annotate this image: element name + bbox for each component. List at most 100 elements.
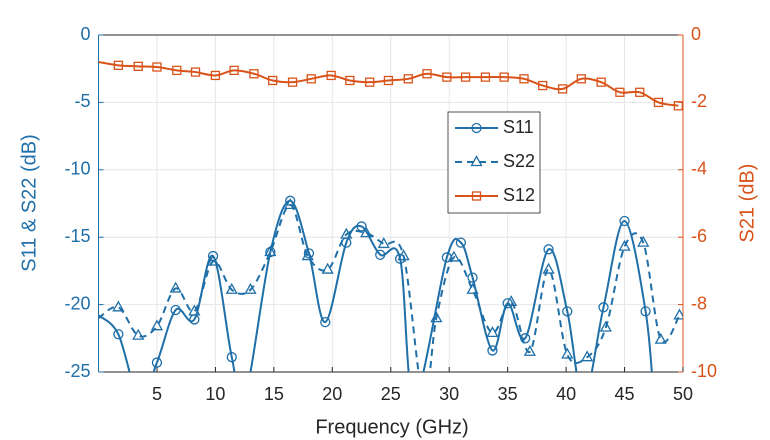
marker (132, 328, 145, 340)
plot-area (98, 60, 683, 403)
marker (466, 282, 479, 294)
marker (170, 304, 181, 316)
y-tick-label: -5 (74, 91, 90, 111)
marker (188, 304, 201, 316)
marker (229, 65, 239, 76)
x-tick-label: 35 (498, 384, 518, 404)
y2-tick-label: -8 (691, 293, 707, 313)
marker (206, 254, 220, 266)
marker (557, 84, 568, 94)
marker (287, 77, 298, 87)
marker (418, 393, 428, 402)
marker (519, 74, 529, 84)
marker (150, 319, 164, 331)
marker (151, 357, 163, 368)
marker (365, 77, 375, 87)
marker (244, 282, 257, 294)
marker (225, 282, 238, 294)
marker (502, 298, 513, 309)
marker (615, 87, 625, 97)
x-tick-label: 5 (152, 384, 162, 404)
x-tick-label: 45 (615, 384, 635, 404)
marker (190, 67, 201, 77)
legend: S11 S22 S12 (447, 111, 541, 214)
marker (487, 345, 498, 356)
marker (598, 302, 609, 313)
marker (249, 69, 259, 79)
marker (581, 350, 594, 362)
x-tick-label: 40 (556, 384, 576, 404)
marker (169, 281, 182, 293)
marker (618, 239, 631, 251)
marker (520, 333, 531, 344)
x-tick-label: 10 (205, 384, 225, 404)
marker (499, 72, 509, 82)
marker (562, 306, 573, 317)
marker (455, 237, 467, 248)
x-tick-label: 30 (439, 384, 459, 404)
x-tick-label: 50 (673, 384, 693, 404)
marker (649, 394, 658, 403)
marker (135, 394, 144, 403)
marker (471, 191, 482, 201)
marker (467, 272, 478, 283)
y-tick-label: 0 (80, 24, 90, 44)
marker (673, 308, 683, 320)
legend-label: S22 (503, 151, 535, 171)
y-tick-label: -20 (64, 293, 90, 313)
marker (133, 61, 143, 71)
marker (285, 195, 296, 206)
y2-tick-label: 0 (691, 24, 701, 44)
marker (470, 155, 483, 167)
marker (543, 244, 554, 255)
marker (673, 101, 683, 111)
marker (637, 235, 650, 247)
marker (172, 65, 182, 76)
marker (320, 316, 331, 328)
marker (403, 74, 413, 84)
marker (640, 306, 651, 317)
legend-label: S11 (503, 117, 534, 137)
marker (654, 332, 667, 344)
y2-axis-label: S21 (dB) (736, 164, 758, 243)
marker (430, 311, 443, 323)
y-axis-label: S11 & S22 (dB) (18, 134, 40, 271)
marker (284, 198, 297, 209)
marker (397, 249, 410, 261)
marker (538, 80, 548, 91)
marker (480, 72, 491, 82)
y-tick-label: -25 (64, 361, 90, 381)
y2-tick-label: -4 (691, 159, 707, 179)
marker (653, 97, 664, 108)
x-tick-label: 25 (381, 384, 401, 404)
marker (112, 300, 125, 312)
series-line (98, 203, 681, 372)
marker (447, 250, 460, 262)
marker (542, 262, 555, 274)
marker (576, 74, 586, 84)
marker (619, 215, 630, 227)
y2-tick-label: -6 (691, 226, 707, 246)
marker (340, 227, 353, 239)
marker (410, 394, 419, 403)
marker (383, 75, 394, 86)
marker (375, 249, 386, 260)
marker (596, 77, 606, 87)
series-line (98, 60, 679, 107)
marker (303, 248, 315, 259)
marker (486, 326, 499, 338)
series-line (98, 199, 653, 372)
y2-tick-label: -2 (691, 91, 707, 111)
marker (226, 352, 237, 363)
x-tick-label: 20 (322, 384, 342, 404)
marker (301, 249, 314, 261)
x-axis-label: Frequency (GHz) (315, 416, 468, 438)
marker (422, 69, 432, 79)
marker (635, 87, 645, 97)
marker (306, 74, 316, 84)
marker (113, 60, 124, 70)
marker (264, 245, 277, 257)
y-tick-label: -15 (64, 226, 90, 246)
marker (268, 75, 278, 86)
